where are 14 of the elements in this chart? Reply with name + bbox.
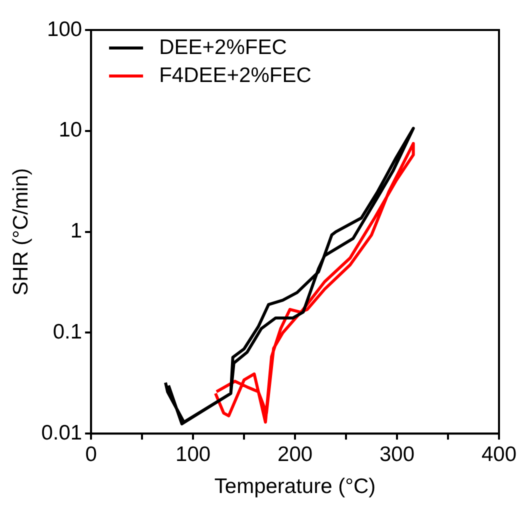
y-tick-label: 100 xyxy=(47,18,82,41)
x-tick-label: 400 xyxy=(481,442,517,466)
x-tick-label: 0 xyxy=(85,442,97,466)
y-axis-title: SHR (°C/min) xyxy=(9,168,32,296)
y-tick-label: 10 xyxy=(58,118,82,142)
y-tick-label: 0.01 xyxy=(41,421,82,444)
legend-label: F4DEE+2%FEC xyxy=(159,64,312,87)
legend-label: DEE+2%FEC xyxy=(159,36,287,59)
y-tick-label: 0.1 xyxy=(52,320,82,344)
y-tick-label: 1 xyxy=(70,220,82,243)
x-tick-label: 200 xyxy=(278,442,313,466)
x-axis-title: Temperature (°C) xyxy=(214,475,376,498)
x-tick-label: 100 xyxy=(176,442,211,466)
x-tick-label: 300 xyxy=(379,442,415,466)
